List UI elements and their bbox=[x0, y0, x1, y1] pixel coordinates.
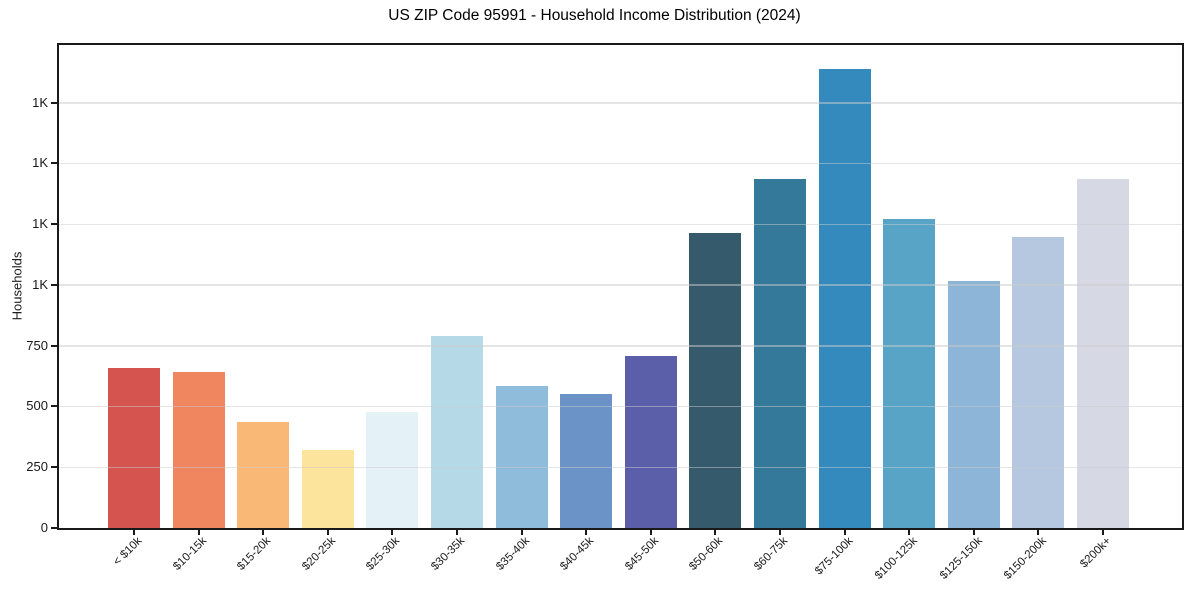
bar-10 bbox=[754, 179, 806, 528]
x-tick-label: $100-125k bbox=[872, 535, 920, 582]
y-tick-mark bbox=[51, 345, 57, 347]
y-tick-label: 1K bbox=[32, 277, 48, 292]
x-tick-label: $45-50k bbox=[623, 535, 662, 573]
x-tick-mark bbox=[1037, 529, 1039, 535]
gridline bbox=[59, 102, 1182, 104]
x-tick-label: < $10k bbox=[111, 535, 145, 569]
y-tick-mark bbox=[51, 466, 57, 468]
y-tick-label: 500 bbox=[26, 398, 48, 413]
y-tick-label: 1K bbox=[32, 155, 48, 170]
bar-13 bbox=[948, 281, 1000, 528]
bar-12 bbox=[883, 219, 935, 528]
y-tick-label: 0 bbox=[40, 520, 48, 535]
plot-area bbox=[57, 43, 1184, 530]
bar-11 bbox=[819, 69, 871, 528]
x-tick-label: $150-200k bbox=[1001, 535, 1049, 582]
y-tick-label: 1K bbox=[32, 95, 48, 110]
y-tick-mark bbox=[51, 223, 57, 225]
y-tick-mark bbox=[51, 102, 57, 104]
x-tick-label: $15-20k bbox=[235, 535, 274, 573]
x-tick-mark bbox=[456, 529, 458, 535]
x-tick-label: $60-75k bbox=[752, 535, 791, 573]
gridline bbox=[59, 223, 1182, 226]
y-tick-mark bbox=[51, 162, 57, 164]
x-tick-mark bbox=[133, 529, 135, 535]
bar-1 bbox=[173, 372, 225, 528]
bar-3 bbox=[302, 450, 354, 528]
x-tick-mark bbox=[908, 529, 910, 535]
x-tick-mark bbox=[844, 529, 846, 535]
chart-title: US ZIP Code 95991 - Household Income Dis… bbox=[388, 7, 801, 24]
x-tick-label: $75-100k bbox=[813, 535, 856, 578]
x-tick-label: $25-30k bbox=[364, 535, 403, 573]
x-tick-label: $35-40k bbox=[494, 535, 533, 573]
x-tick-mark bbox=[714, 529, 716, 535]
y-tick-label: 750 bbox=[26, 338, 48, 353]
y-tick-label: 1K bbox=[32, 216, 48, 231]
bar-5 bbox=[431, 336, 483, 528]
gridline bbox=[59, 162, 1182, 165]
x-tick-label: $20-25k bbox=[300, 535, 339, 573]
y-tick-mark bbox=[51, 284, 57, 286]
x-tick-mark bbox=[327, 529, 329, 535]
x-tick-mark bbox=[198, 529, 200, 535]
bar-4 bbox=[366, 412, 418, 528]
x-tick-label: $40-45k bbox=[558, 535, 597, 573]
bar-6 bbox=[496, 386, 548, 528]
x-tick-mark bbox=[779, 529, 781, 535]
x-tick-mark bbox=[585, 529, 587, 535]
x-tick-label: $10-15k bbox=[171, 535, 210, 573]
bar-9 bbox=[689, 233, 741, 528]
x-tick-mark bbox=[521, 529, 523, 535]
bar-2 bbox=[237, 422, 289, 528]
bar-15 bbox=[1077, 179, 1129, 528]
bar-8 bbox=[625, 356, 677, 528]
bar-0 bbox=[108, 368, 160, 528]
x-tick-mark bbox=[650, 529, 652, 535]
y-tick-label: 250 bbox=[26, 459, 48, 474]
x-tick-mark bbox=[1102, 529, 1104, 535]
bar-7 bbox=[560, 394, 612, 528]
x-tick-mark bbox=[391, 529, 393, 535]
x-tick-mark bbox=[973, 529, 975, 535]
y-tick-mark bbox=[51, 527, 57, 529]
x-tick-label: $30-35k bbox=[429, 535, 468, 573]
x-tick-mark bbox=[262, 529, 264, 535]
x-tick-label: $50-60k bbox=[687, 535, 726, 573]
y-tick-mark bbox=[51, 405, 57, 407]
x-tick-label: $200k+ bbox=[1078, 535, 1114, 571]
x-tick-label: $125-150k bbox=[937, 535, 985, 582]
bar-14 bbox=[1012, 237, 1064, 528]
